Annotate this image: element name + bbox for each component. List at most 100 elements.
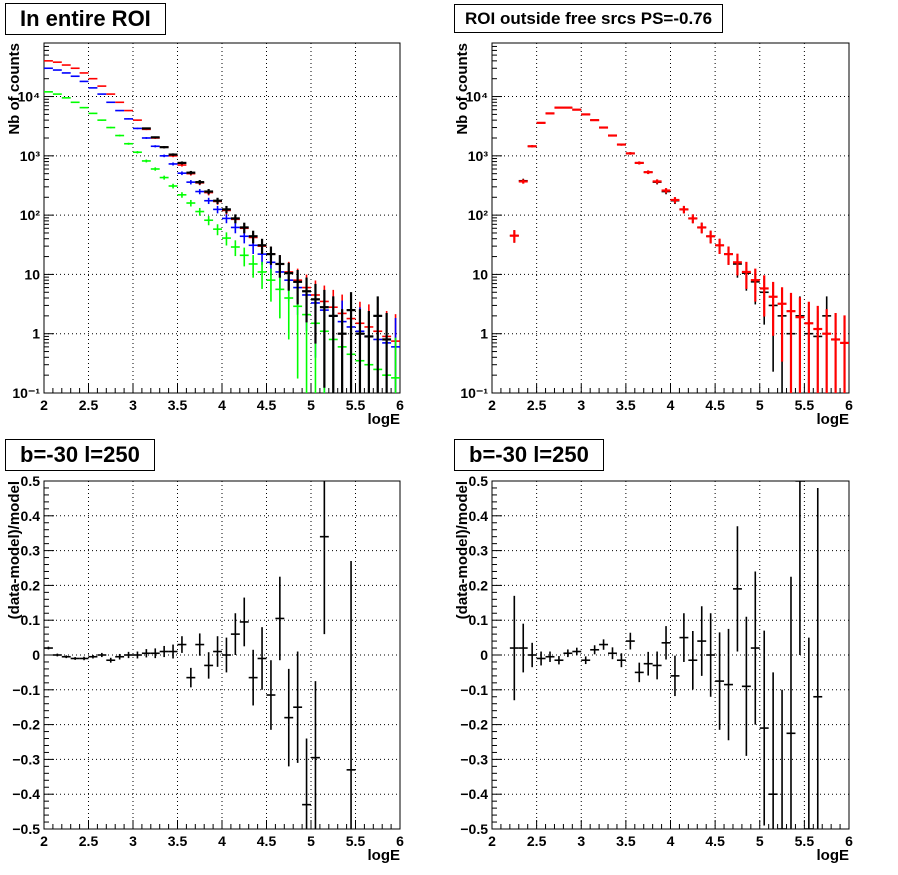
data-point [177,192,187,198]
data-point [311,283,320,344]
data-point [133,151,142,154]
data-point [275,255,285,278]
data-point [804,301,814,393]
data-point [230,613,240,655]
y-tick-label: 10² [20,207,41,223]
data-point [52,653,62,657]
x-tick-label: 2.5 [527,397,547,413]
data-point [768,672,778,829]
data-point [554,106,564,109]
data-point [840,315,849,393]
data-point [159,146,169,149]
x-tick-label: 5 [307,397,315,413]
data-point [177,171,187,176]
data-point [195,207,205,216]
data-point [311,681,320,829]
y-tick-label: −0.1 [12,682,40,698]
x-tick-label: 4.5 [257,397,277,413]
data-point [159,154,169,158]
data-point [599,126,609,129]
data-point [266,246,276,265]
data-point [213,224,222,236]
data-point [168,644,178,659]
data-point [715,238,725,255]
data-point [527,145,537,148]
data-point [750,571,760,725]
data-point [124,109,133,112]
data-point [670,197,680,204]
data-point [768,281,778,336]
data-point [150,145,160,148]
data-point [115,134,125,137]
data-point [724,628,733,741]
data-point [61,72,71,74]
data-point [373,296,383,393]
series-2 [509,106,849,393]
data-point [688,214,698,224]
y-tick-label: −0.5 [12,821,40,837]
data-point [302,277,311,323]
data-point [133,119,142,121]
data-point [652,179,662,184]
x-tick-label: 4.5 [257,833,277,849]
x-tick-label: 2 [488,833,496,849]
data-point [124,142,133,145]
panel-4: 2 2.5 3 3.5 4 4.5 5 5.5 6 −0.5 −0.4 −0.3 −0.2 −0.1 0 0.… [454,473,853,864]
y-tick-label: −0.5 [460,821,488,837]
data-point [222,205,231,214]
data-point [79,656,89,661]
data-point [563,106,573,109]
data-point [168,183,178,189]
data-point [777,689,787,829]
data-point [248,649,258,706]
data-point [572,108,582,111]
y-tick-label: 10 [24,266,40,282]
data-point [79,72,89,74]
data-point [590,119,600,122]
data-point [106,126,116,129]
x-tick-label: 6 [396,833,404,849]
x-tick-label: 4 [218,833,226,849]
data-point [786,576,796,829]
data-point [195,180,205,185]
data-point [346,561,356,829]
data-point [248,230,258,244]
y-tick-label: 0.1 [469,612,489,628]
x-tick-label: 2 [40,833,48,849]
x-tick-label: 3.5 [616,833,636,849]
data-layer [509,481,823,829]
data-point [257,627,267,690]
y-axis-label: (data-model)/model [6,481,23,619]
data-point [115,109,125,112]
y-tick-label: 0.3 [469,543,489,559]
x-tick-label: 2.5 [79,397,99,413]
x-tick-label: 3 [577,397,585,413]
data-point [115,101,125,104]
data-point [319,289,329,388]
x-tick-label: 5 [756,833,764,849]
x-tick-label: 5.5 [795,397,815,413]
data-point [61,97,71,99]
data-point [652,651,662,680]
data-layer [44,481,356,829]
data-point [97,119,107,121]
data-point [266,268,276,302]
y-tick-label: 0.5 [21,473,41,489]
panel-title-1: In entire ROI [5,3,166,35]
data-point [518,179,528,184]
data-point [391,337,400,393]
data-point [688,630,698,690]
y-tick-label: 0.2 [469,577,489,593]
data-point [302,738,311,829]
panel-3: 2 2.5 3 3.5 4 4.5 5 5.5 6 −0.5 −0.4 −0.3 −0.2 −0.1 0 0.… [6,473,404,864]
data-point [759,630,769,826]
data-point [581,656,591,665]
plot-frame [491,42,850,394]
panel-2: 2 2.5 3 3.5 4 4.5 5 5.5 6 10⁻¹ 1 10 10² 10³ 10⁴ logE Nb … [454,42,853,428]
data-point [97,652,107,658]
data-point [44,91,53,93]
y-tick-label: 0.1 [21,612,41,628]
data-point [795,481,805,655]
data-point [204,197,214,205]
x-tick-label: 5.5 [346,833,366,849]
